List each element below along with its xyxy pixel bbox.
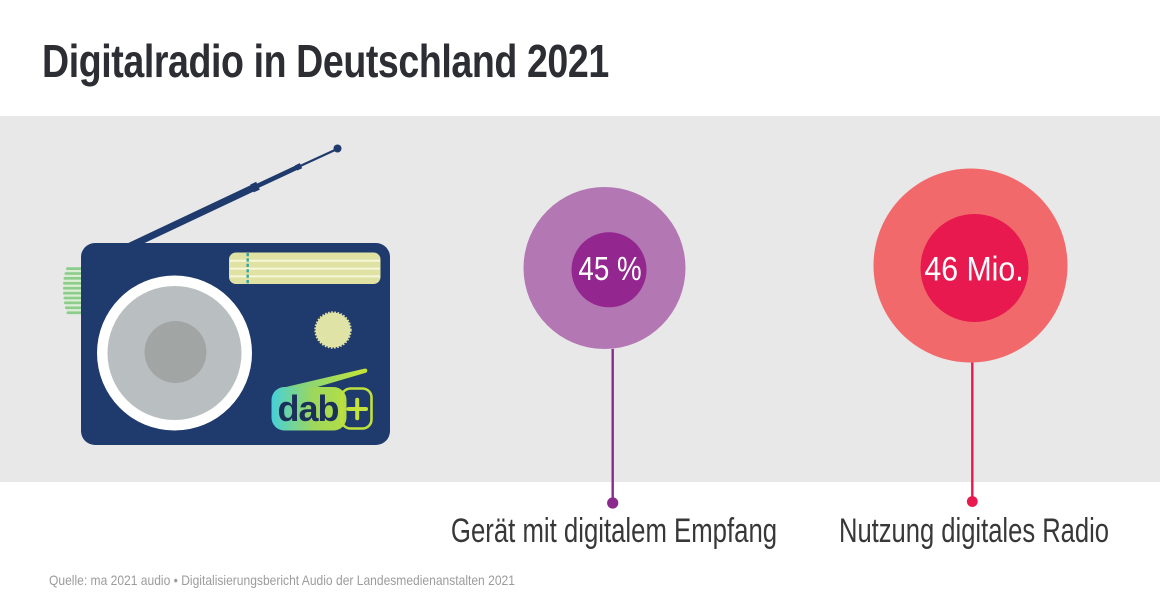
svg-text:dab: dab bbox=[277, 388, 338, 429]
